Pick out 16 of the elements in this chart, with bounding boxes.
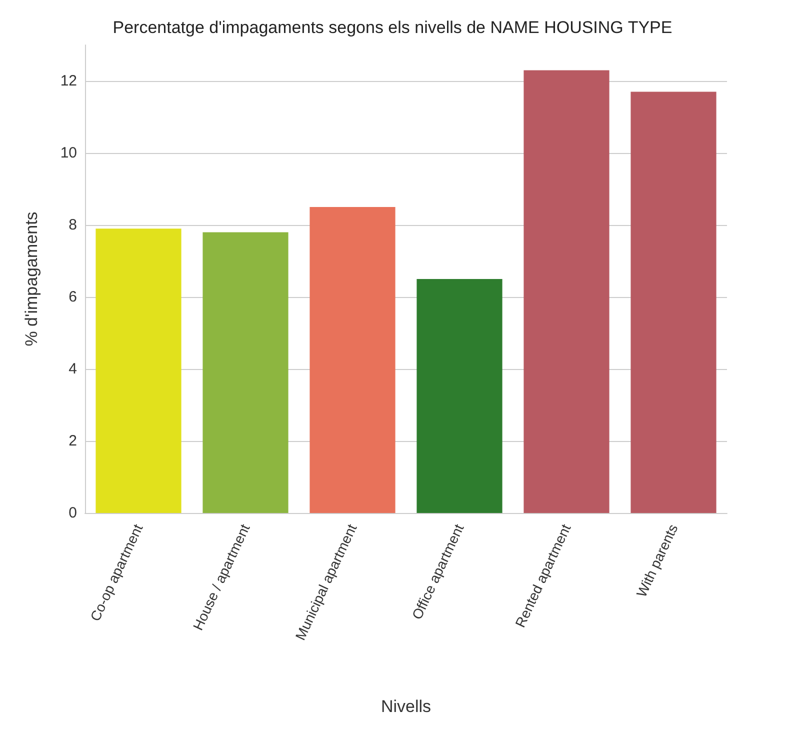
y-tick-label: 10 [60,144,77,162]
y-tick-label: 6 [68,288,77,306]
bar [310,207,396,513]
y-tick-label: 0 [68,504,77,522]
y-tick-label: 8 [68,216,77,234]
chart-title: Percentatge d'impagaments segons els nivells de NAME HOUSING TYPE [112,18,672,37]
x-axis-title: Nivells [380,697,432,716]
y-tick-label: 4 [68,360,77,378]
y-axis-title: % d'impagaments [22,212,41,346]
bar [202,232,288,513]
bar [416,279,502,513]
bar [96,228,182,513]
y-tick-label: 2 [68,432,77,450]
bar [524,70,610,513]
y-tick-label: 12 [60,72,77,90]
bar [630,92,716,513]
